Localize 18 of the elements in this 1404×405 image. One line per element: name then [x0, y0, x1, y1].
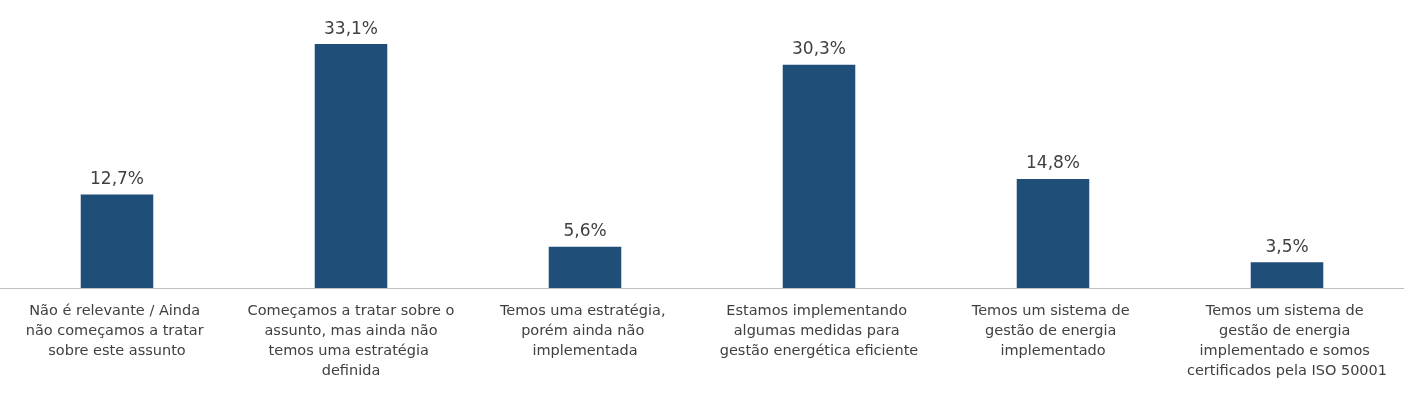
bar [314, 44, 388, 288]
x-tick-label: Estamos implementando algumas medidas para gestão energética eficiente [719, 302, 919, 358]
data-label: 33,1% [323, 17, 379, 38]
bar [782, 64, 856, 288]
data-label: 14,8% [1025, 152, 1081, 173]
x-tick-label: Temos um sistema de gestão de energia implementado e somos certificados pela ISO 50001 [1186, 302, 1388, 378]
x-tick-label: Começamos a tratar sobre o assunto, mas ainda não temos uma estratégia definida [247, 302, 455, 378]
bar [80, 194, 154, 288]
data-label: 30,3% [791, 38, 847, 59]
bar [1016, 178, 1090, 288]
bar [1250, 262, 1324, 288]
data-label: 3,5% [1265, 235, 1309, 256]
x-tick-label: Temos um sistema de gestão de energia implementado [970, 302, 1135, 358]
data-label: 5,6% [563, 220, 607, 241]
x-tick-label: Temos uma estratégia, porém ainda não implementada [498, 302, 671, 358]
bar [548, 246, 622, 288]
data-label: 12,7% [89, 167, 145, 188]
x-tick-label: Não é relevante / Ainda não começamos a tratar sobre este assunto [25, 302, 209, 358]
